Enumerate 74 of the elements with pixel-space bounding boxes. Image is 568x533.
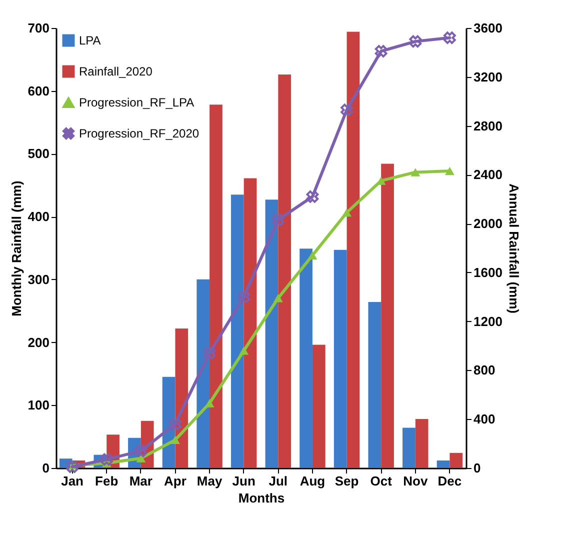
- point: [374, 45, 388, 58]
- bar: [196, 279, 210, 468]
- legend-label: Rainfall_2020: [79, 64, 153, 78]
- x-tick-label: Mar: [129, 474, 152, 488]
- y-tick-label: 400: [28, 209, 50, 224]
- y-tick-label: 600: [28, 83, 50, 98]
- y-tick-label: 0: [42, 460, 50, 476]
- y2-tick-label: 2400: [474, 167, 502, 182]
- y2-tick-label: 1600: [474, 264, 502, 280]
- point: [306, 190, 319, 203]
- legend-label: LPA: [79, 34, 101, 48]
- bar: [415, 418, 428, 468]
- point: [136, 454, 146, 462]
- y-axis-title: Monthly Rainfall (mm): [8, 180, 24, 316]
- legend-label: Progression_RF_LPA: [79, 96, 194, 110]
- point: [444, 166, 454, 176]
- y2-tick-label: 2800: [474, 118, 502, 134]
- point: [444, 32, 456, 44]
- x-tick-label: May: [196, 474, 223, 488]
- bar: [300, 248, 312, 468]
- bar: [265, 200, 278, 468]
- bar: [346, 32, 360, 468]
- x-tick-label: Apr: [164, 474, 186, 488]
- x-tick-label: Feb: [95, 474, 118, 488]
- y2-axis-title: Annual Rainfall (mm): [506, 183, 522, 314]
- bar: [381, 164, 394, 468]
- y2-tick-label: 1200: [474, 314, 502, 329]
- x-tick-label: Jul: [268, 474, 288, 488]
- point: [134, 444, 148, 458]
- bar: [450, 452, 463, 468]
- point: [273, 294, 283, 302]
- point: [409, 35, 422, 48]
- y-tick-label: 700: [28, 20, 50, 36]
- y2-tick-label: 3200: [474, 69, 502, 84]
- bar: [278, 74, 292, 468]
- x-tick-label: Sep: [334, 474, 359, 488]
- x-axis-title: Months: [238, 490, 285, 506]
- bar: [334, 250, 347, 468]
- y2-tick-label: 800: [474, 362, 496, 378]
- point: [308, 251, 318, 260]
- x-tick-label: Jan: [61, 474, 84, 488]
- point: [204, 399, 214, 408]
- point: [100, 453, 113, 466]
- bar: [244, 178, 257, 468]
- point: [340, 104, 353, 116]
- x-tick-label: Jun: [232, 474, 256, 488]
- bar: [210, 104, 222, 468]
- point: [239, 346, 249, 355]
- y2-tick-label: 0: [474, 460, 481, 476]
- bar: [312, 344, 326, 468]
- point: [203, 346, 216, 360]
- y-tick-label: 100: [28, 398, 50, 413]
- y-tick-label: 200: [28, 334, 50, 350]
- bar: [436, 460, 450, 468]
- legend-label: Progression_RF_2020: [79, 126, 200, 140]
- x-tick-label: Oct: [370, 474, 393, 488]
- point: [342, 208, 352, 217]
- y-tick-label: 300: [28, 272, 50, 287]
- bar: [402, 428, 416, 468]
- y2-tick-label: 400: [474, 412, 496, 427]
- y2-tick-label: 2000: [474, 216, 502, 232]
- x-tick-label: Aug: [300, 474, 326, 488]
- point: [238, 290, 250, 304]
- y-tick-label: 500: [28, 146, 50, 162]
- y2-tick-label: 3600: [474, 20, 502, 36]
- point: [170, 436, 180, 444]
- x-tick-label: Nov: [403, 474, 428, 488]
- x-tick-label: Dec: [438, 474, 462, 488]
- point: [66, 460, 78, 473]
- point: [410, 168, 420, 176]
- bar: [230, 194, 244, 468]
- bar: [368, 302, 382, 468]
- point: [169, 418, 182, 430]
- point: [272, 214, 284, 226]
